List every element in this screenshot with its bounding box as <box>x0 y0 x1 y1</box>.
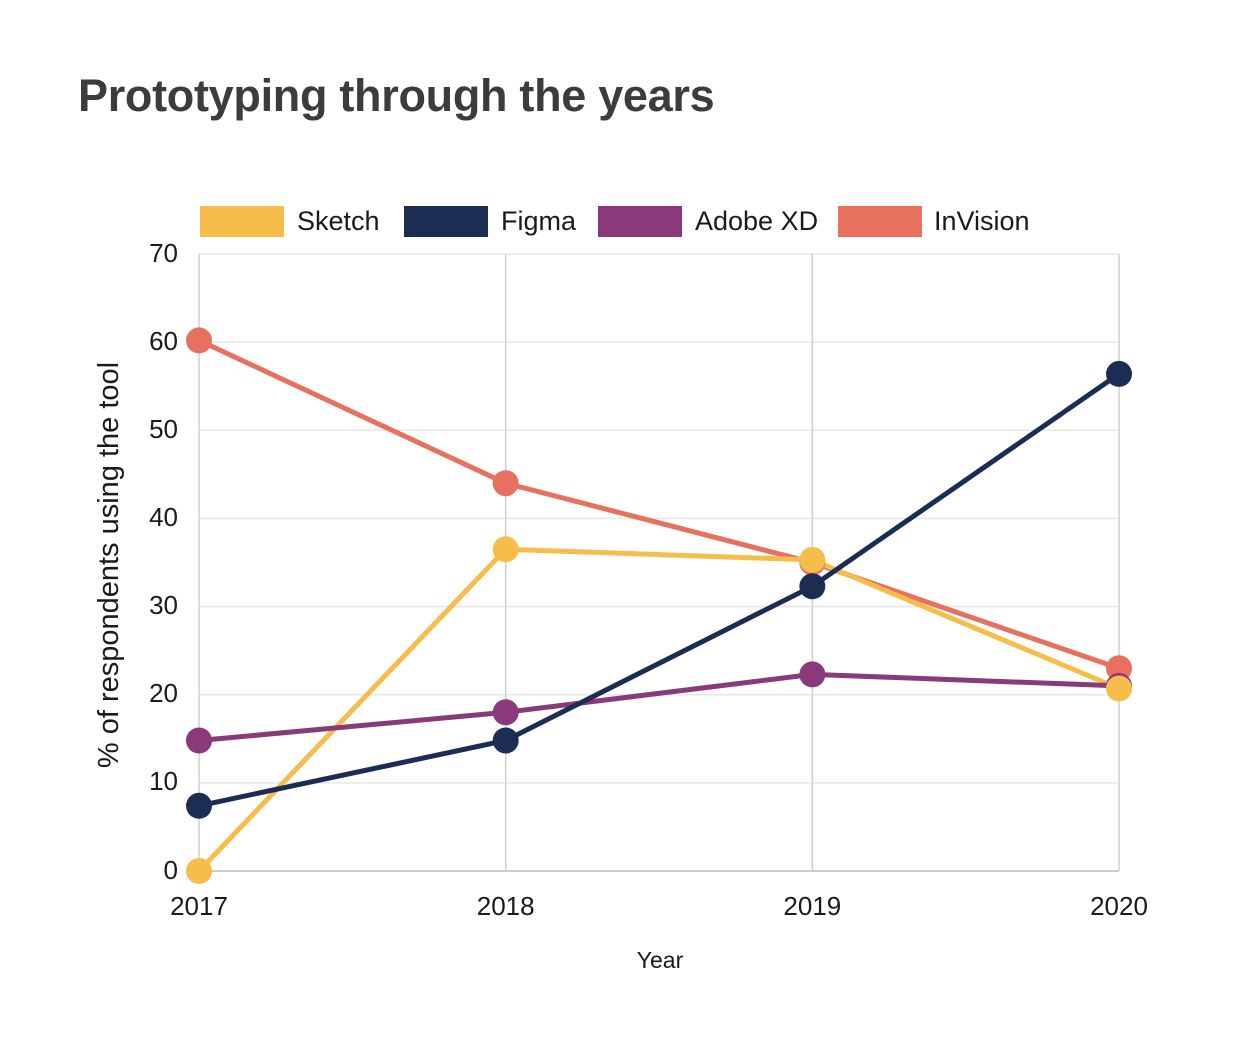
svg-text:60: 60 <box>149 326 178 356</box>
svg-text:50: 50 <box>149 414 178 444</box>
svg-text:% of respondents using the too: % of respondents using the tool <box>93 362 125 768</box>
svg-text:20: 20 <box>149 678 178 708</box>
svg-text:40: 40 <box>149 502 178 532</box>
svg-text:Year: Year <box>637 947 684 973</box>
svg-text:70: 70 <box>149 238 178 268</box>
svg-text:30: 30 <box>149 590 178 620</box>
svg-text:2020: 2020 <box>1090 891 1148 921</box>
svg-text:10: 10 <box>149 766 178 796</box>
svg-text:2017: 2017 <box>170 891 228 921</box>
svg-text:0: 0 <box>164 855 178 885</box>
svg-text:2018: 2018 <box>477 891 535 921</box>
svg-text:2019: 2019 <box>783 891 841 921</box>
